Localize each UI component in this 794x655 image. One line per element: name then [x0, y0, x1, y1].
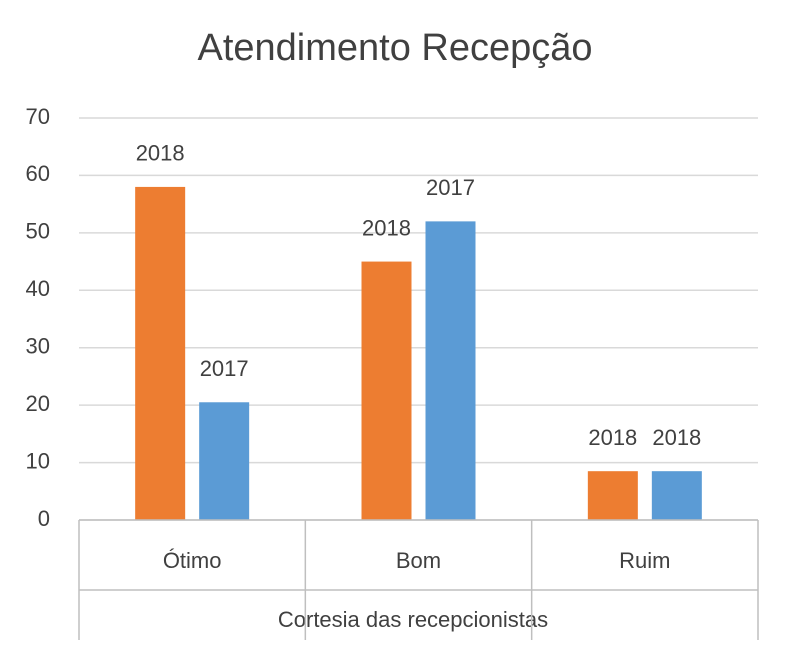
y-tick-label: 40 [26, 276, 50, 301]
x-axis-title: Cortesia das recepcionistas [278, 607, 548, 632]
bar [135, 186, 186, 520]
chart-title: Atendimento Recepção [197, 27, 592, 69]
data-label: 2018 [362, 215, 411, 240]
data-label: 2018 [136, 141, 185, 166]
bar [199, 402, 250, 520]
y-tick-label: 30 [26, 334, 50, 359]
bar [425, 221, 476, 520]
x-tick-label: Ótimo [163, 548, 222, 573]
x-tick-label: Bom [396, 548, 441, 573]
x-tick-label: Ruim [619, 548, 670, 573]
y-tick-label: 0 [38, 506, 50, 531]
bar [361, 261, 412, 520]
y-tick-label: 70 [26, 104, 50, 129]
bar [587, 471, 638, 520]
y-tick-label: 10 [26, 448, 50, 473]
data-label: 2017 [426, 175, 475, 200]
y-tick-label: 60 [26, 161, 50, 186]
data-label: 2018 [652, 425, 701, 450]
y-tick-label: 20 [26, 391, 50, 416]
bar [651, 471, 702, 520]
y-tick-label: 50 [26, 219, 50, 244]
data-label: 2018 [588, 425, 637, 450]
data-label: 2017 [200, 356, 249, 381]
